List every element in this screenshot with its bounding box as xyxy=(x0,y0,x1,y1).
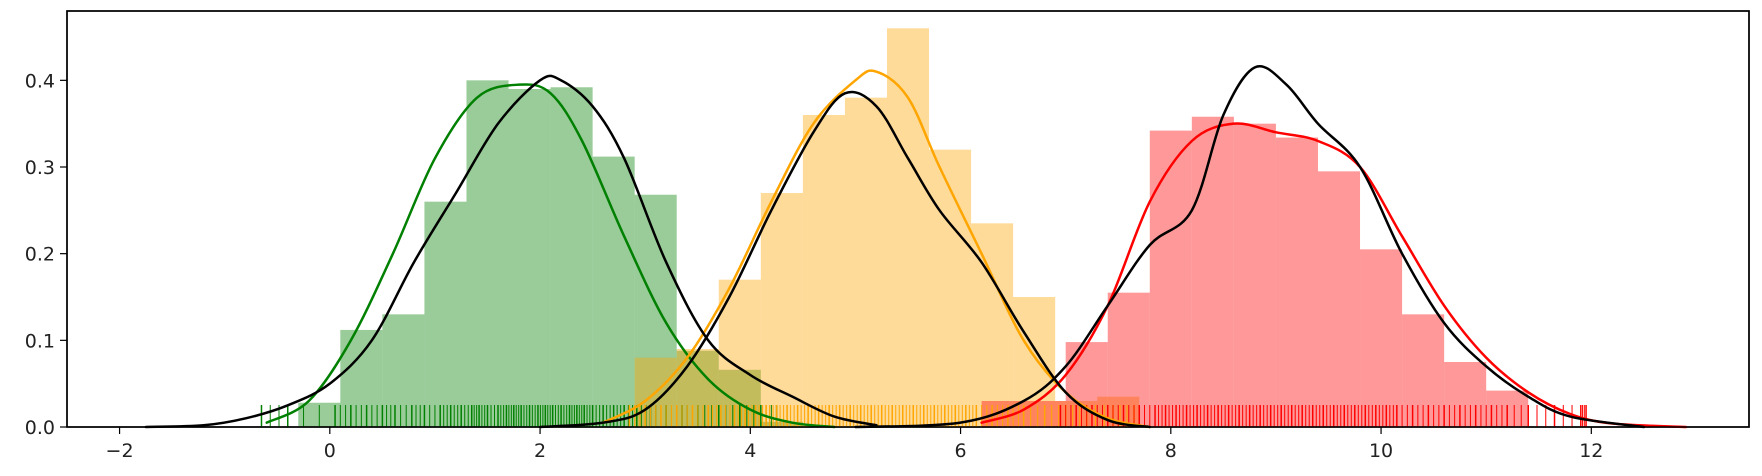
hist-bar-series-2-9 xyxy=(1360,249,1403,427)
x-tick-label-2: 2 xyxy=(534,440,546,462)
kde-line-series-1 xyxy=(601,69,1152,429)
hist-bar-series-2-4 xyxy=(1149,130,1192,427)
hist-bar-series-1-7 xyxy=(929,149,972,427)
y-tick-label-4: 0.4 xyxy=(25,70,55,92)
axes-frame xyxy=(66,10,1750,428)
hist-bar-series-1-3 xyxy=(760,193,803,427)
hist-bar-series-0-3 xyxy=(424,201,467,427)
hist-bar-series-0-6 xyxy=(550,87,593,428)
hist-bar-series-2-6 xyxy=(1233,123,1276,428)
x-tick-label-1: 0 xyxy=(324,440,336,462)
hist-bar-series-2-7 xyxy=(1275,137,1318,428)
hist-bar-series-0-5 xyxy=(508,89,551,427)
hist-bar-series-1-5 xyxy=(844,97,887,428)
hist-bar-series-0-4 xyxy=(466,80,509,427)
x-tick-label-6: 10 xyxy=(1369,440,1393,462)
hist-bar-series-2-5 xyxy=(1191,116,1234,427)
hist-bar-series-1-6 xyxy=(886,28,930,427)
x-tick-label-5: 8 xyxy=(1165,440,1177,462)
series-layer xyxy=(144,28,1688,429)
x-tick-label-4: 6 xyxy=(955,440,967,462)
hist-bar-series-0-2 xyxy=(382,314,425,427)
kde-line-series-4 xyxy=(538,90,1152,429)
kde-line-series-3 xyxy=(144,74,878,429)
y-tick-label-3: 0.3 xyxy=(25,157,55,179)
kde-line-series-2 xyxy=(980,122,1688,429)
hist-bar-series-1-9 xyxy=(1013,297,1056,427)
kde-line-series-0 xyxy=(265,83,836,429)
axes-layer: −2 0 2 4 6 8 10 12 0.0 0.1 0.2 0.3 0.4 xyxy=(25,10,1750,462)
hist-bar-series-0-7 xyxy=(592,156,635,427)
plot-area xyxy=(66,10,1750,428)
y-tick-label-2: 0.2 xyxy=(25,244,55,266)
x-tick-label-7: 12 xyxy=(1579,440,1603,462)
hist-bar-series-0-11 xyxy=(760,421,803,427)
y-tick-label-0: 0.0 xyxy=(25,417,55,439)
hist-bar-series-1-4 xyxy=(802,115,845,427)
x-tick-label-0: −2 xyxy=(106,440,134,462)
hist-bar-series-2-8 xyxy=(1317,171,1361,427)
hist-bar-series-1-8 xyxy=(971,223,1014,427)
x-tick-label-3: 4 xyxy=(744,440,756,462)
y-tick-label-1: 0.1 xyxy=(25,330,55,352)
hist-bar-series-2-3 xyxy=(1107,292,1150,427)
kde-line-series-5 xyxy=(854,64,1646,429)
